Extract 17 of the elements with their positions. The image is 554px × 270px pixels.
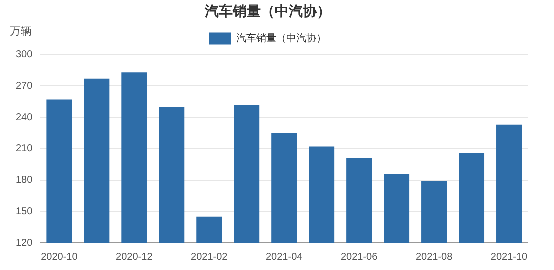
y-tick-label: 270 bbox=[16, 80, 34, 92]
y-tick-label: 180 bbox=[16, 175, 34, 186]
x-tick-label: 2021-10 bbox=[490, 252, 528, 263]
x-tick-label: 2020-10 bbox=[41, 252, 78, 263]
y-tick-label: 210 bbox=[16, 144, 34, 155]
y-tick-label: 240 bbox=[16, 112, 34, 124]
legend-label: 汽车销量（中汽协） bbox=[236, 32, 326, 44]
y-tick-label: 300 bbox=[16, 50, 34, 61]
y-tick-label: 120 bbox=[16, 238, 34, 249]
x-tick-label: 2021-04 bbox=[266, 252, 304, 263]
x-tick-label: 2021-08 bbox=[416, 252, 454, 263]
y-axis-title: 万辆 bbox=[10, 24, 32, 39]
chart-title: 汽车销量（中汽协） bbox=[204, 3, 331, 20]
x-tick-label: 2020-12 bbox=[116, 252, 154, 263]
y-tick-label: 150 bbox=[16, 206, 34, 218]
x-tick-label: 2021-06 bbox=[340, 252, 378, 263]
x-tick-label: 2021-02 bbox=[191, 252, 228, 263]
